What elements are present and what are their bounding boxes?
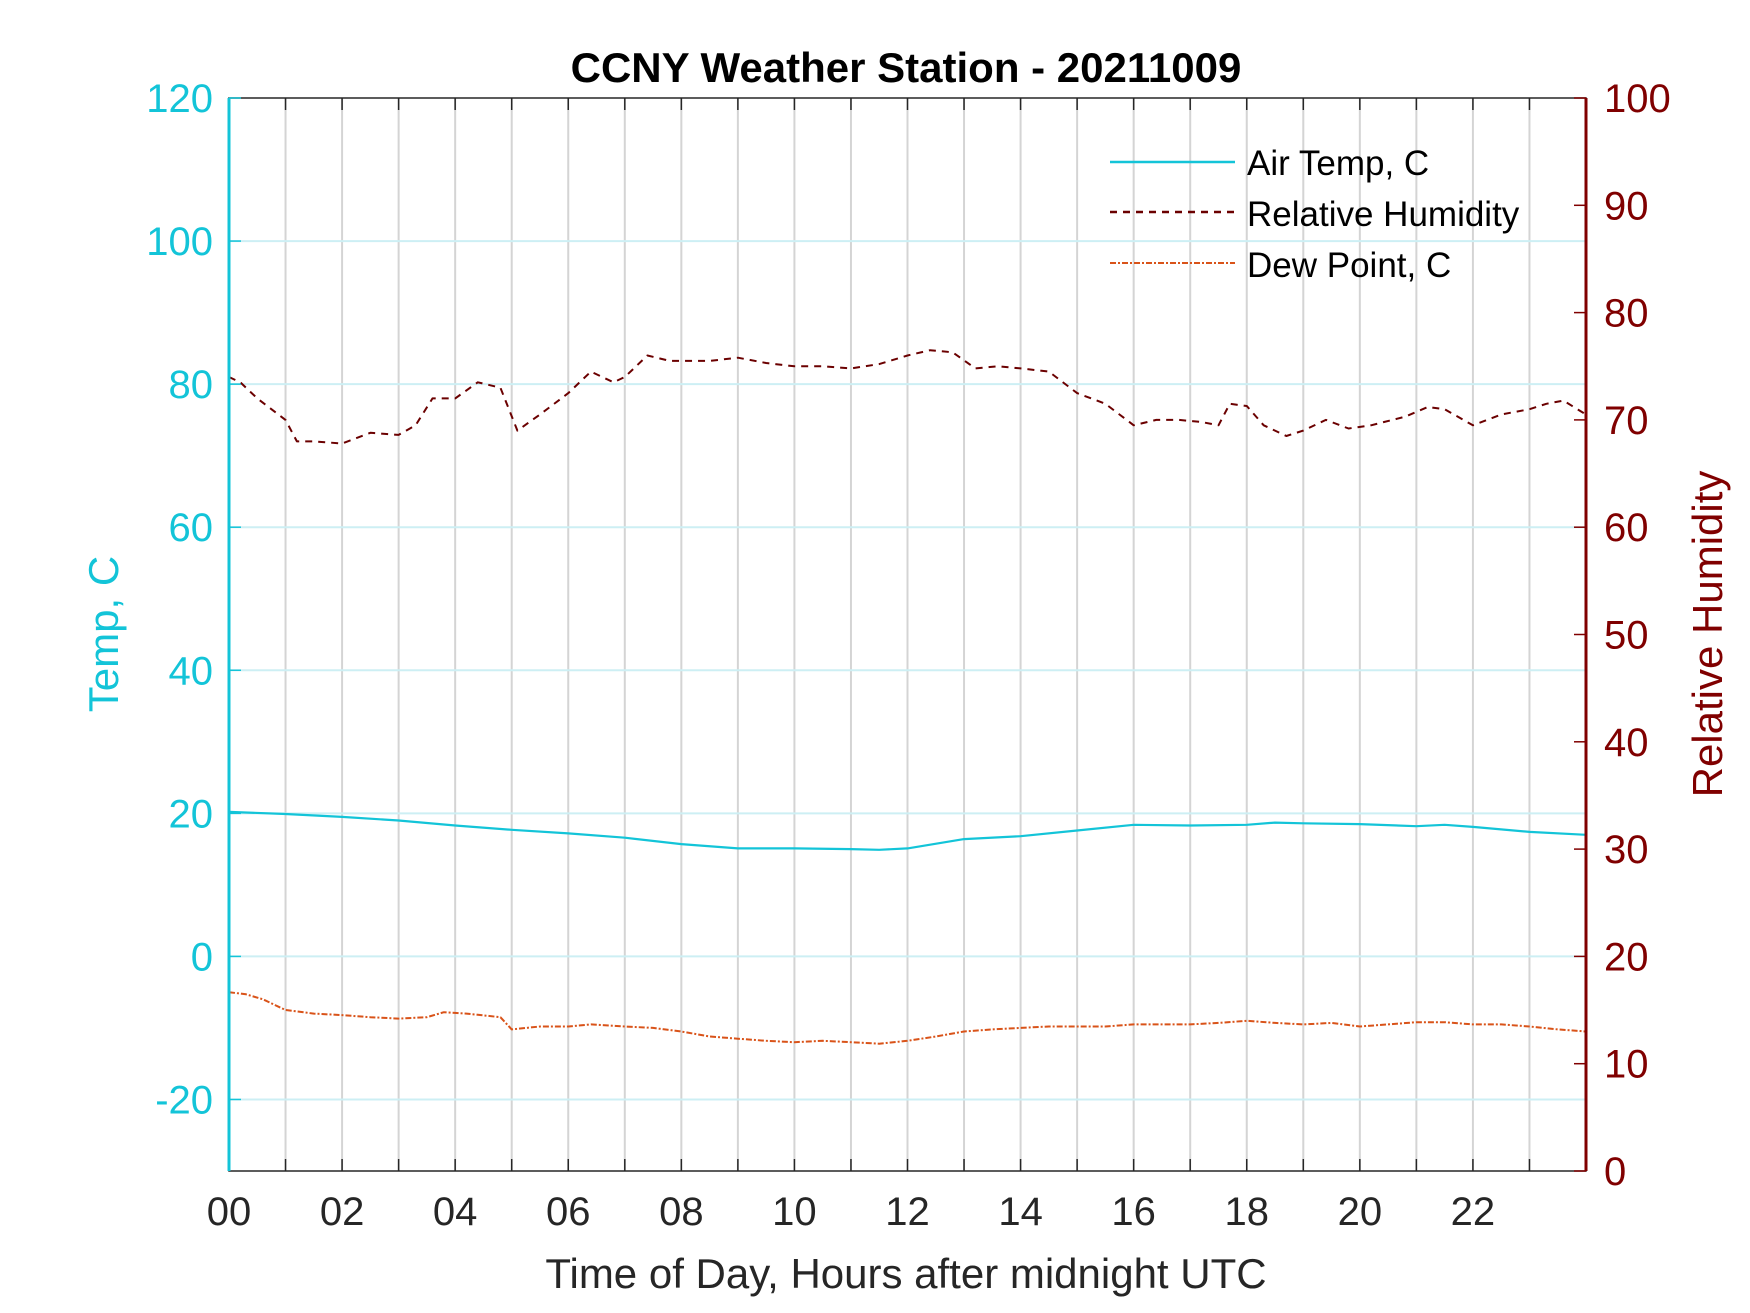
- chart-title: CCNY Weather Station - 20211009: [571, 44, 1242, 91]
- grid-lines: [229, 98, 1586, 1171]
- legend-label-dew-point: Dew Point, C: [1247, 246, 1451, 285]
- x-tick-label: 04: [433, 1190, 478, 1234]
- y-right-tick-label: 80: [1604, 292, 1649, 336]
- x-axis-label: Time of Day, Hours after midnight UTC: [545, 1250, 1266, 1297]
- y-left-tick-label: 40: [169, 649, 214, 693]
- y-left-tick-label: 0: [191, 935, 213, 979]
- x-tick-label: 14: [998, 1190, 1043, 1234]
- y-left-tick-label: 60: [169, 506, 214, 550]
- x-tick-label: 18: [1225, 1190, 1270, 1234]
- legend-label-air-temp: Air Temp, C: [1247, 144, 1429, 183]
- legend: Air Temp, C Relative Humidity Dew Point,…: [1110, 144, 1520, 285]
- axis-ticks: -200204060801001200102030405060708090100…: [146, 77, 1671, 1234]
- x-tick-label: 12: [885, 1190, 930, 1234]
- x-tick-label: 22: [1451, 1190, 1496, 1234]
- y-left-tick-label: 80: [169, 363, 214, 407]
- series-line-humidity: [228, 349, 1587, 445]
- y-right-tick-label: 30: [1604, 828, 1649, 872]
- y-left-tick-label: 20: [169, 792, 214, 836]
- x-tick-label: 16: [1111, 1190, 1156, 1234]
- y-left-tick-label: 120: [146, 77, 213, 121]
- x-tick-label: 10: [772, 1190, 817, 1234]
- y-axis-right-label: Relative Humidity: [1684, 471, 1731, 798]
- y-right-tick-label: 50: [1604, 614, 1649, 658]
- y-axis-left-label: Temp, C: [80, 556, 127, 712]
- series-line-air-temp: [228, 810, 1587, 851]
- x-tick-label: 00: [207, 1190, 252, 1234]
- x-tick-label: 06: [546, 1190, 591, 1234]
- series-line-dew-point: [228, 991, 1587, 1045]
- y-right-tick-label: 0: [1604, 1150, 1626, 1194]
- y-left-tick-label: 100: [146, 220, 213, 264]
- legend-label-humidity: Relative Humidity: [1247, 195, 1520, 234]
- y-right-tick-label: 90: [1604, 184, 1649, 228]
- y-left-tick-label: -20: [155, 1078, 213, 1122]
- y-right-tick-label: 40: [1604, 721, 1649, 765]
- series-lines: [228, 349, 1587, 1045]
- y-right-tick-label: 10: [1604, 1043, 1649, 1087]
- x-tick-label: 08: [659, 1190, 704, 1234]
- y-right-tick-label: 70: [1604, 399, 1649, 443]
- x-tick-label: 02: [320, 1190, 365, 1234]
- y-right-tick-label: 20: [1604, 935, 1649, 979]
- y-right-tick-label: 60: [1604, 506, 1649, 550]
- y-right-tick-label: 100: [1604, 77, 1671, 121]
- x-tick-label: 20: [1338, 1190, 1383, 1234]
